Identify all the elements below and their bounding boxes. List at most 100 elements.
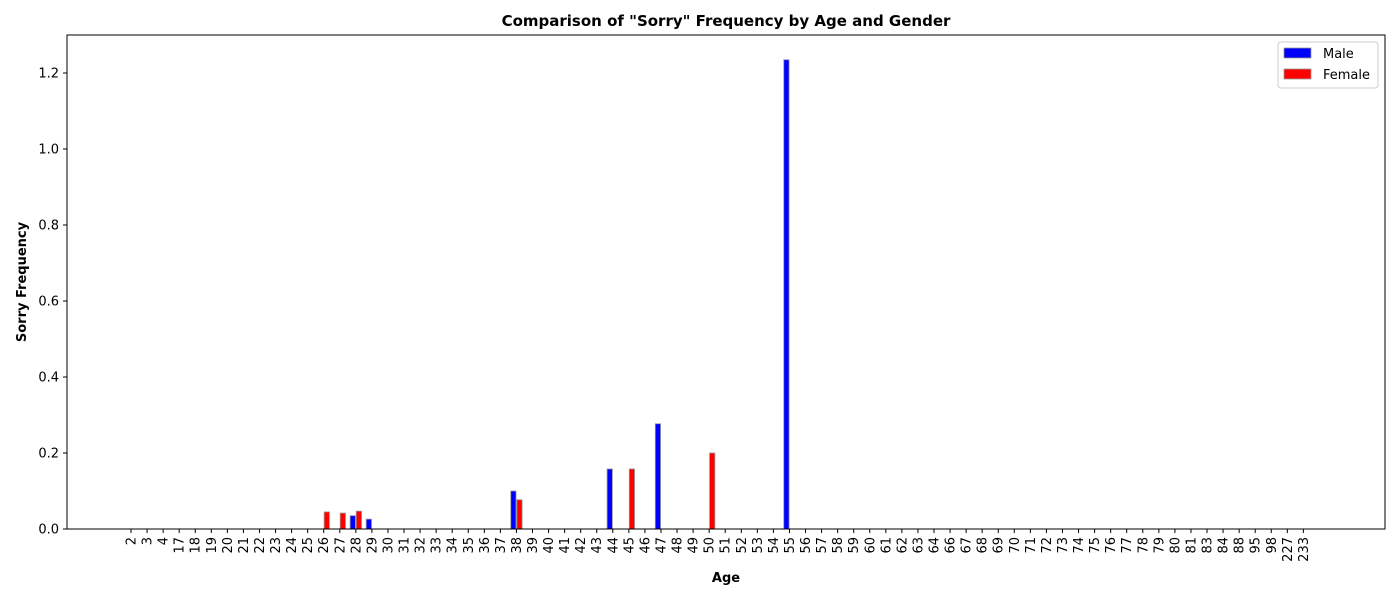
x-tick-label: 43 xyxy=(590,537,605,554)
x-tick-label: 21 xyxy=(237,537,252,554)
x-tick-label: 17 xyxy=(173,537,188,554)
x-tick-label: 4 xyxy=(157,537,172,545)
x-tick-label: 39 xyxy=(526,537,541,554)
bar-female-26 xyxy=(323,511,330,530)
x-tick-label: 73 xyxy=(1056,537,1071,554)
bar-male-47 xyxy=(654,423,661,530)
x-tick-label: 24 xyxy=(285,537,300,554)
x-tick-label: 78 xyxy=(1136,537,1151,554)
x-tick-label: 80 xyxy=(1168,537,1183,554)
bar-male-44 xyxy=(606,468,613,530)
x-tick-label: 42 xyxy=(574,537,589,554)
x-tick-label: 37 xyxy=(494,537,509,554)
x-tick-label: 59 xyxy=(847,537,862,554)
x-tick-label: 60 xyxy=(863,537,878,554)
x-tick-label: 61 xyxy=(879,537,894,554)
y-tick-label: 1.0 xyxy=(38,143,59,158)
x-tick-label: 54 xyxy=(767,537,782,554)
x-tick-label: 38 xyxy=(510,537,525,554)
x-tick-label: 69 xyxy=(992,537,1007,554)
legend-label-female: Female xyxy=(1323,68,1370,83)
bar-female-27 xyxy=(339,512,346,530)
x-tick-label: 58 xyxy=(831,537,846,554)
x-tick-label: 79 xyxy=(1152,537,1167,554)
chart-title: Comparison of "Sorry" Frequency by Age a… xyxy=(502,12,951,30)
x-tick-label: 32 xyxy=(414,537,429,554)
x-tick-label: 41 xyxy=(558,537,573,554)
x-tick-label: 45 xyxy=(622,537,637,554)
x-tick-label: 36 xyxy=(478,537,493,554)
x-tick-label: 25 xyxy=(301,537,316,554)
bar-female-45 xyxy=(628,468,635,530)
x-tick-label: 26 xyxy=(317,537,332,554)
x-tick-label: 74 xyxy=(1072,537,1087,554)
x-tick-label: 72 xyxy=(1040,537,1055,554)
bars-group xyxy=(323,59,790,530)
x-tick-label: 84 xyxy=(1217,537,1232,554)
x-tick-label: 81 xyxy=(1184,537,1199,554)
y-tick-label: 0.0 xyxy=(38,523,59,538)
x-tick-label: 76 xyxy=(1104,537,1119,554)
bar-male-38 xyxy=(510,490,517,530)
x-tick-label: 28 xyxy=(349,537,364,554)
x-tick-label: 53 xyxy=(751,537,766,554)
x-tick-label: 33 xyxy=(430,537,445,554)
y-tick-label: 0.2 xyxy=(38,447,59,462)
x-tick-label: 3 xyxy=(141,537,156,545)
x-tick-label: 71 xyxy=(1024,537,1039,554)
y-tick-label: 0.8 xyxy=(38,219,59,234)
x-tick-label: 29 xyxy=(365,537,380,554)
bar-female-50 xyxy=(709,452,716,530)
x-tick-label: 227 xyxy=(1281,537,1296,562)
x-tick-label: 44 xyxy=(606,537,621,554)
x-tick-label: 50 xyxy=(703,537,718,554)
legend-swatch-male xyxy=(1283,47,1312,59)
x-tick-label: 51 xyxy=(719,537,734,554)
x-tick-label: 46 xyxy=(638,537,653,554)
y-tick-label: 0.4 xyxy=(38,371,59,386)
x-tick-label: 66 xyxy=(944,537,959,554)
x-tick-label: 22 xyxy=(253,537,268,554)
legend-swatch-female xyxy=(1283,68,1312,80)
x-tick-label: 34 xyxy=(446,537,461,554)
x-tick-label: 30 xyxy=(381,537,396,554)
bar-male-28 xyxy=(349,515,356,530)
x-tick-label: 55 xyxy=(783,537,798,554)
x-tick-label: 67 xyxy=(960,537,975,554)
x-tick-label: 35 xyxy=(462,537,477,554)
x-axis-title: Age xyxy=(712,571,740,586)
x-tick-label: 23 xyxy=(269,537,284,554)
x-tick-label: 95 xyxy=(1249,537,1264,554)
x-tick-label: 62 xyxy=(895,537,910,554)
x-tick-label: 40 xyxy=(542,537,557,554)
y-tick-label: 0.6 xyxy=(38,295,59,310)
y-axis-title: Sorry Frequency xyxy=(15,221,30,342)
x-tick-label: 47 xyxy=(654,537,669,554)
legend-label-male: Male xyxy=(1323,47,1354,62)
x-tick-label: 233 xyxy=(1297,537,1312,562)
x-tick-label: 20 xyxy=(221,537,236,554)
plot-area-frame xyxy=(66,34,1386,530)
x-tick-label: 75 xyxy=(1088,537,1103,554)
x-tick-label: 63 xyxy=(911,537,926,554)
x-tick-label: 52 xyxy=(735,537,750,554)
x-tick-label: 27 xyxy=(333,537,348,554)
x-tick-label: 77 xyxy=(1120,537,1135,554)
x-axis-ticks: 2 3 4 17 18 19 20 21 22 23 24 25 26 27 28 29 30 31 32 33 34 3… xyxy=(125,529,1312,562)
x-tick-label: 19 xyxy=(205,537,220,554)
bar-female-38 xyxy=(516,499,523,530)
x-tick-label: 31 xyxy=(398,537,413,554)
x-tick-label: 57 xyxy=(815,537,830,554)
y-axis-ticks: 0.0 0.2 0.4 0.6 0.8 1.0 1.2 xyxy=(38,67,67,538)
x-tick-label: 70 xyxy=(1008,537,1023,554)
bar-male-29 xyxy=(365,518,372,530)
x-tick-label: 83 xyxy=(1201,537,1216,554)
x-tick-label: 18 xyxy=(189,537,204,554)
x-tick-label: 88 xyxy=(1233,537,1248,554)
y-tick-label: 1.2 xyxy=(38,67,59,82)
bar-male-55 xyxy=(783,59,790,530)
x-tick-label: 48 xyxy=(671,537,686,554)
bar-female-28 xyxy=(355,510,362,530)
x-tick-label: 49 xyxy=(687,537,702,554)
